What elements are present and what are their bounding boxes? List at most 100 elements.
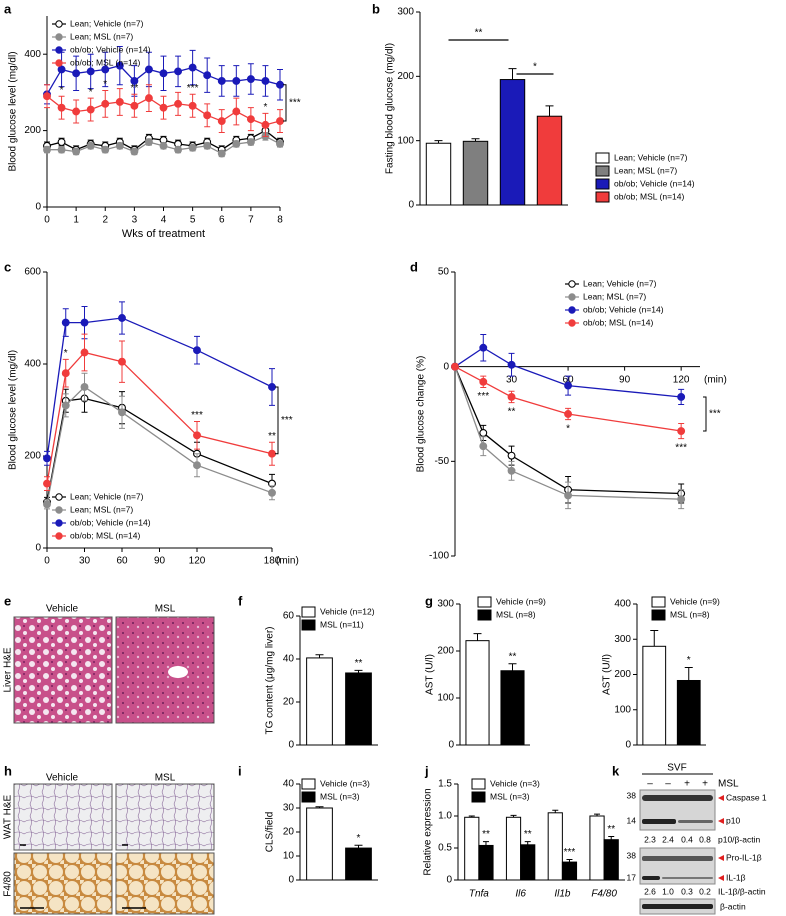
legend-label: Vehicle (n=3): [490, 778, 540, 788]
wat-image: [115, 783, 215, 851]
point: [246, 75, 255, 83]
panel-label: d: [410, 259, 418, 274]
significance: ***: [289, 98, 301, 109]
legend-label: Lean; MSL (n=7): [614, 165, 677, 175]
point: [451, 362, 459, 371]
panel-label: i: [238, 763, 242, 778]
point: [101, 65, 110, 74]
point: [276, 140, 284, 148]
significance: **: [475, 28, 483, 39]
point: [118, 357, 126, 366]
arrow: [718, 795, 724, 801]
row-label: F4/80: [3, 871, 14, 897]
bar: [306, 807, 333, 881]
row-label: WAT H&E: [3, 795, 14, 840]
point: [188, 143, 197, 152]
point: [115, 61, 124, 70]
point: [57, 145, 66, 154]
bar: [603, 839, 619, 881]
significance: *: [687, 655, 691, 666]
ratio: 2.4: [662, 834, 674, 844]
significance: ***: [675, 442, 687, 453]
point: [86, 105, 95, 114]
point: [479, 428, 488, 437]
point: [159, 103, 168, 112]
significance: *: [60, 85, 64, 96]
legend-swatch: [471, 791, 486, 803]
point: [677, 393, 686, 401]
point: [276, 117, 284, 126]
panel-label: j: [424, 763, 429, 778]
marker: 14: [627, 815, 637, 825]
point: [72, 147, 81, 156]
legend-label: MSL (n=3): [490, 791, 530, 801]
point: [217, 149, 226, 158]
column-label: Vehicle: [46, 604, 79, 615]
x-tick-label: 1: [73, 215, 79, 226]
point: [61, 318, 70, 327]
legend-label: ob/ob; Vehicle (n=14): [70, 517, 151, 527]
error-bar: [315, 654, 324, 658]
bracket: [703, 396, 707, 432]
marker: 38: [627, 790, 637, 800]
ratio: 0.8: [699, 834, 711, 844]
y-axis-title: Fasting blood glucose (mg/dl): [385, 43, 396, 174]
bracket: [283, 84, 287, 122]
point: [159, 141, 168, 150]
y-tick-label: 0: [443, 361, 449, 372]
point: [174, 67, 183, 76]
error-bar: [508, 663, 517, 671]
error-bar: [650, 629, 659, 647]
ratio-label: IL-1β/β-actin: [718, 886, 766, 896]
bar: [462, 140, 489, 206]
legend-label: ob/ob; MSL (n=14): [70, 530, 140, 540]
bar: [345, 672, 372, 746]
point: [507, 393, 516, 401]
legend-label: Lean; Vehicle (n=7): [70, 491, 144, 501]
point: [677, 495, 686, 504]
panel-label: a: [4, 1, 12, 16]
x-tick-label: Il1b: [554, 889, 571, 900]
error-bar: [482, 841, 489, 846]
legend-swatch: [651, 596, 666, 608]
legend-swatch: [471, 778, 486, 790]
significance: *: [263, 102, 267, 113]
y-tick-label: 0.5: [438, 843, 452, 854]
significance: **: [268, 431, 276, 442]
x-tick-label: 30: [79, 556, 91, 567]
legend-swatch: [301, 778, 316, 790]
panel-label: e: [4, 593, 11, 608]
band: [678, 820, 713, 823]
point: [118, 408, 126, 417]
legend-swatch: [477, 609, 492, 621]
y-tick-label: 0: [408, 200, 414, 211]
bar: [505, 816, 522, 881]
x-tick-label: 30: [506, 374, 518, 385]
x-tick-label: 90: [154, 556, 166, 567]
legend-marker: [55, 20, 63, 28]
legend-label: MSL (n=8): [670, 609, 710, 619]
point: [507, 451, 516, 460]
lane-sign: –: [665, 779, 671, 790]
point: [144, 94, 153, 103]
point: [61, 369, 70, 378]
bar: [345, 847, 372, 881]
significance: **: [130, 83, 138, 94]
point: [203, 111, 212, 120]
treatment-label: MSL: [718, 779, 739, 790]
group-label: SVF: [667, 763, 686, 774]
bar: [499, 79, 526, 206]
x-tick-label: 120: [673, 374, 690, 385]
point: [232, 76, 241, 85]
bar: [478, 844, 494, 881]
band-label: IL-1β: [726, 872, 746, 882]
y-tick-label: 1.0: [438, 811, 452, 822]
point: [507, 466, 516, 475]
point: [246, 138, 255, 147]
point: [479, 377, 488, 386]
y-tick-label: 600: [24, 267, 41, 278]
legend-swatch: [301, 791, 316, 803]
y-tick-label: 400: [24, 49, 41, 60]
chart-panel: j 0 0.5 1.0 1.5 Relative expression Tnfa Il6 Il1…: [423, 763, 625, 900]
legend-marker: [55, 46, 63, 54]
